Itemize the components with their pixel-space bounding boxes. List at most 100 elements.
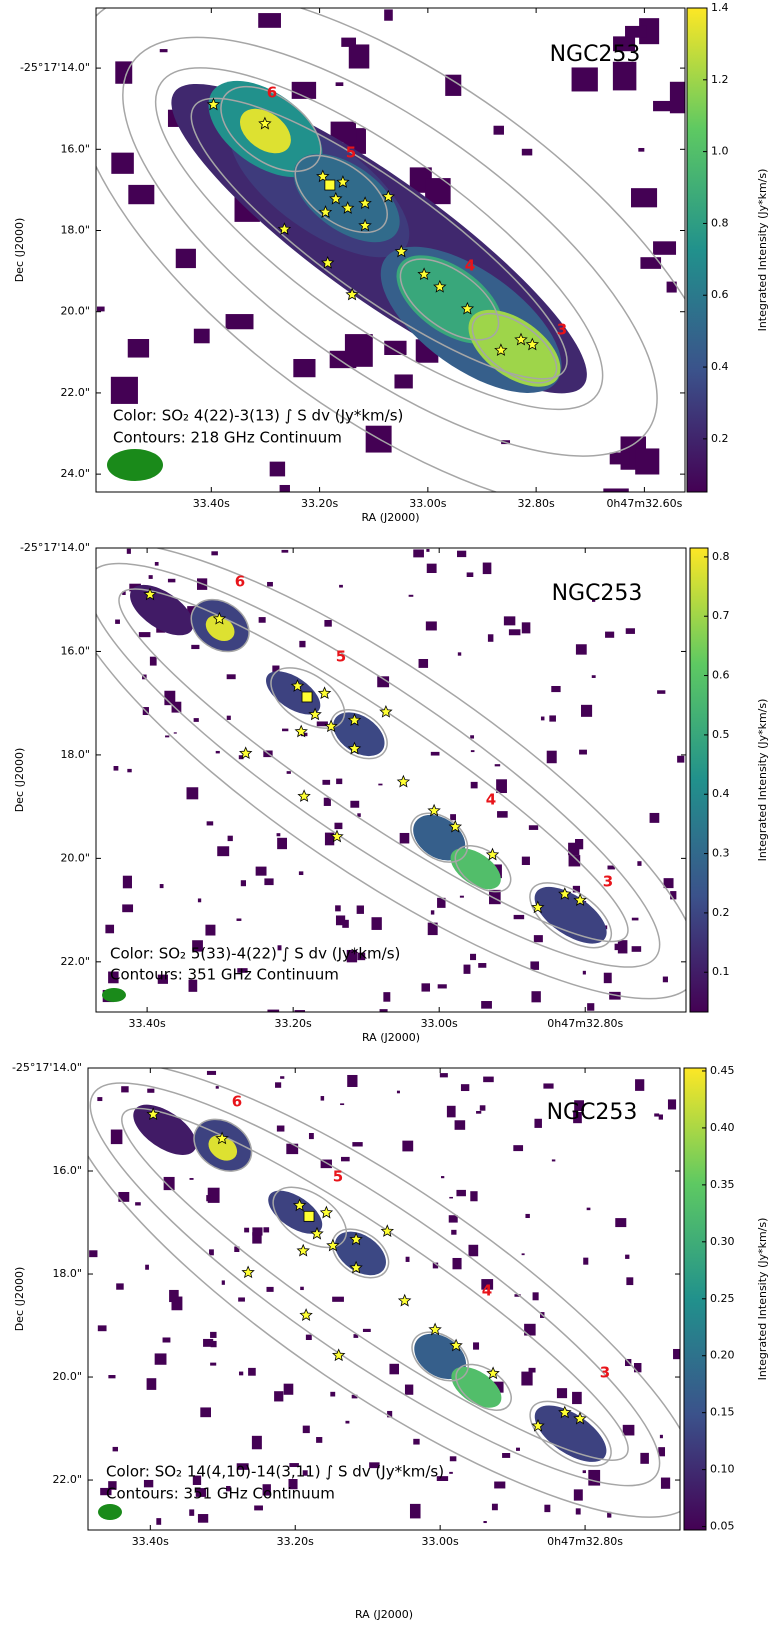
- star-marker: [321, 255, 335, 269]
- x-tick-label: 33.20s: [275, 1017, 312, 1030]
- noise-pixel: [492, 1381, 504, 1393]
- star-marker: [299, 1308, 313, 1321]
- noise-pixel: [299, 640, 306, 648]
- star-marker: [206, 97, 221, 111]
- region-label: 5: [336, 648, 346, 666]
- star-marker: [347, 741, 362, 755]
- noise-pixel: [413, 549, 424, 558]
- noise-pixel: [543, 1083, 554, 1089]
- noise-pixel: [330, 121, 357, 143]
- star-marker: [308, 707, 322, 721]
- noise-pixel: [478, 963, 487, 968]
- noise-pixel: [662, 976, 668, 983]
- star-marker: [417, 267, 431, 281]
- y-axis-label: Dec (J2000): [13, 1267, 26, 1332]
- beam: [98, 1504, 122, 1520]
- star-marker: [448, 819, 463, 833]
- y-tick-label: 22.0": [60, 955, 90, 968]
- noise-pixel: [122, 904, 134, 913]
- emission: [268, 1190, 323, 1234]
- noise-pixel: [583, 1257, 589, 1265]
- noise-pixel: [633, 1363, 642, 1373]
- colorbar-tick-label: 0.30: [710, 1235, 735, 1248]
- noise-pixel: [399, 832, 410, 844]
- noise-pixel: [468, 1244, 479, 1257]
- noise-pixel: [276, 833, 281, 837]
- star-marker: [239, 746, 253, 760]
- region-label: 4: [486, 791, 496, 809]
- noise-pixel: [149, 656, 157, 666]
- noise-pixel: [335, 82, 344, 87]
- noise-pixel: [113, 766, 119, 771]
- star-marker: [428, 1322, 442, 1336]
- emission: [208, 1135, 238, 1161]
- y-tick-label: 22.0": [52, 1473, 82, 1486]
- star-marker: [290, 679, 305, 692]
- noise-pixel: [450, 814, 456, 821]
- star-marker: [573, 893, 587, 906]
- y-tick-label: -25°17'14.0": [20, 61, 90, 74]
- noise-pixel: [189, 1509, 195, 1516]
- x-tick-label: 33.00s: [409, 497, 446, 510]
- noise-pixel: [384, 340, 407, 355]
- noise-pixel: [371, 917, 382, 930]
- emission: [468, 309, 561, 387]
- colorbar-tick-label: 0.4: [712, 787, 730, 800]
- noise-pixel: [426, 548, 430, 552]
- noise-pixel: [436, 1476, 449, 1481]
- contour: [272, 1186, 347, 1249]
- noise-pixel: [430, 751, 440, 756]
- panel: 33.40s 33.20s 33.00s 0h47m32.80s -25°17'14.0…: [12, 1061, 769, 1621]
- region-label: 3: [600, 1364, 610, 1382]
- noise-pixel: [279, 484, 290, 492]
- star-marker: [330, 829, 344, 843]
- noise-pixel: [603, 972, 612, 984]
- noise-pixel: [582, 1470, 586, 1474]
- noise-pixel: [378, 783, 383, 786]
- noise-pixel: [238, 1371, 244, 1376]
- star-marker: [318, 205, 333, 218]
- region-label: 3: [557, 321, 567, 339]
- noise-pixel: [426, 563, 437, 574]
- region-label: 6: [232, 1093, 242, 1111]
- noise-pixel: [456, 1189, 466, 1197]
- colorbar: [689, 547, 709, 1013]
- noise-pixel: [418, 658, 429, 668]
- noise-pixel: [252, 1232, 262, 1244]
- noise-pixel: [481, 1279, 494, 1290]
- noise-pixel: [379, 1009, 388, 1012]
- star-marker: [332, 1348, 346, 1362]
- noise-pixel: [587, 1003, 595, 1011]
- star-marker: [215, 1131, 229, 1145]
- colorbar-tick-label: 1.4: [711, 1, 729, 14]
- noise-pixel: [513, 914, 525, 920]
- y-tick-label: 20.0": [60, 851, 90, 864]
- noise-pixel: [631, 946, 642, 952]
- region-label: 6: [267, 84, 277, 102]
- noise-pixel: [573, 1489, 583, 1501]
- noise-pixel: [191, 644, 200, 650]
- noise-pixel: [291, 81, 317, 99]
- noise-pixel: [581, 704, 593, 717]
- star-marker: [324, 719, 338, 733]
- noise-pixel: [658, 1447, 666, 1457]
- noise-pixel: [586, 1207, 591, 1211]
- axes-frame: [87, 1067, 681, 1531]
- noise-pixel: [609, 452, 630, 465]
- noise-pixel: [383, 992, 391, 1002]
- noise-pixel: [531, 991, 541, 1003]
- noise-pixel: [171, 1296, 183, 1311]
- noise-pixel: [122, 591, 126, 595]
- noise-pixel: [441, 1176, 445, 1179]
- noise-pixel: [350, 800, 360, 808]
- noise-pixel: [277, 837, 288, 850]
- noise-pixel: [625, 628, 635, 634]
- noise-pixel: [670, 891, 677, 900]
- noise-pixel: [470, 781, 478, 789]
- noise-pixel: [353, 1334, 359, 1338]
- contour: [529, 882, 613, 949]
- x-tick-label: 33.00s: [421, 1017, 458, 1030]
- noise-pixel: [302, 1425, 310, 1434]
- noise-pixel: [530, 961, 540, 970]
